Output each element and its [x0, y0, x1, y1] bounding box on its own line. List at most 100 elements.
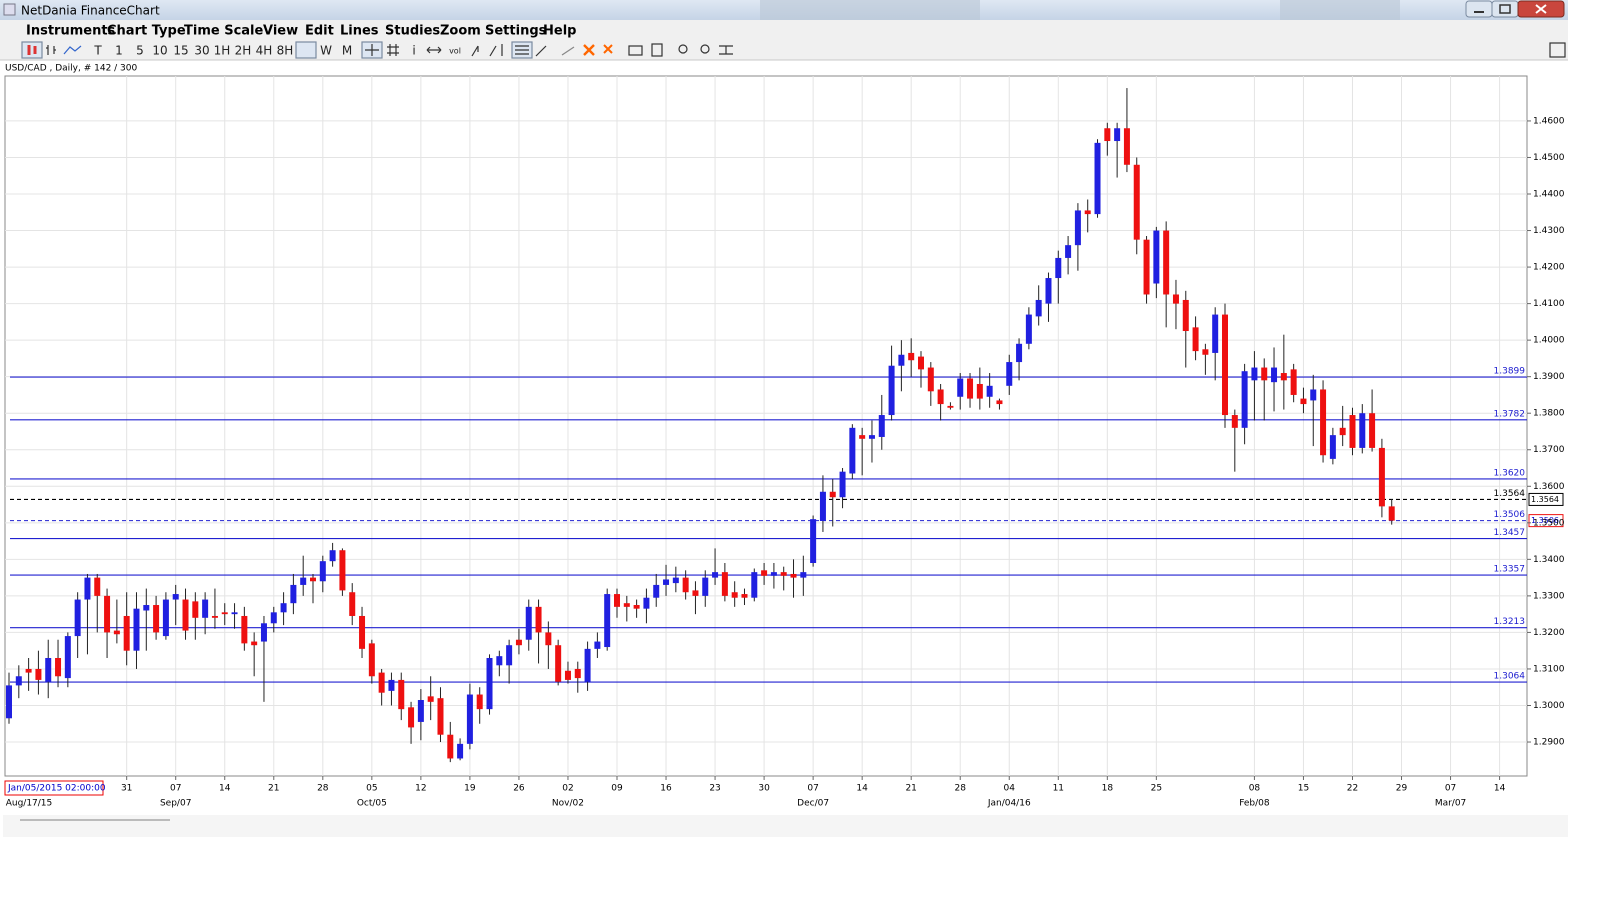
- toolbar-button[interactable]: i: [412, 44, 415, 58]
- candle-body: [280, 603, 287, 613]
- zoom-out-icon[interactable]: [700, 44, 710, 54]
- y-tick-label: 1.4200: [1533, 263, 1565, 273]
- toolbar-button[interactable]: 5: [136, 44, 144, 58]
- price-box-label: 1.3564: [1531, 495, 1559, 504]
- x-tick-label: 30: [758, 784, 770, 794]
- maximize-button[interactable]: [1491, 0, 1519, 18]
- menu-item[interactable]: Chart Type: [107, 24, 186, 39]
- candle-body: [202, 599, 209, 618]
- candle-body: [1280, 373, 1287, 381]
- crosshair-icon: [365, 44, 379, 56]
- trend-icons[interactable]: [471, 44, 503, 57]
- menu-item[interactable]: Edit: [305, 24, 334, 39]
- candle-body: [1349, 415, 1356, 448]
- candle-body: [1114, 128, 1121, 142]
- fit-icon[interactable]: [719, 45, 733, 55]
- candle-body: [378, 672, 385, 693]
- toolbar-button[interactable]: 15: [173, 44, 188, 58]
- line-icon[interactable]: [63, 45, 82, 55]
- zoom-in-icon[interactable]: [678, 44, 688, 54]
- menu-item[interactable]: Instruments: [26, 24, 116, 39]
- instrument-label: USD/CAD , Daily, # 142 / 300: [5, 64, 137, 74]
- x-tick-label: 16: [660, 784, 672, 794]
- candle-body: [408, 707, 415, 728]
- candle-body: [918, 356, 924, 370]
- y-tick-label: 1.3500: [1533, 518, 1565, 528]
- candle-body: [506, 645, 513, 666]
- toolbar-button[interactable]: 4H: [256, 44, 273, 58]
- y-tick-label: 1.4500: [1533, 153, 1565, 163]
- menu-item[interactable]: Time Scale: [184, 24, 264, 39]
- candle-body: [888, 365, 895, 416]
- candle-body: [682, 577, 689, 593]
- toolbar-button[interactable]: 1H: [214, 44, 231, 58]
- window-title: NetDania FinanceChart: [21, 4, 160, 18]
- scroll-icon[interactable]: [426, 46, 442, 54]
- y-tick-label: 1.4300: [1533, 226, 1565, 236]
- panel-icon[interactable]: [1549, 42, 1566, 58]
- bar-icon[interactable]: [46, 45, 56, 55]
- candle-body: [339, 550, 346, 591]
- x-major-label: Oct/05: [357, 799, 387, 809]
- level-label: 1.3213: [1494, 617, 1526, 627]
- candle-body: [1329, 435, 1336, 459]
- toolbar-button[interactable]: vol: [449, 47, 461, 56]
- menu-item[interactable]: View: [263, 24, 298, 39]
- level-label: 1.3357: [1494, 565, 1526, 575]
- arrow-icon[interactable]: [535, 45, 547, 57]
- menu-item[interactable]: Lines: [340, 24, 379, 39]
- candle-type-button[interactable]: [21, 41, 43, 59]
- level-label: 1.3564: [1494, 489, 1526, 499]
- toolbar-button[interactable]: 2H: [235, 44, 252, 58]
- candle-body: [937, 389, 944, 405]
- x-tick-label: 29: [1396, 784, 1408, 794]
- candle-body: [1339, 427, 1346, 436]
- x-major-label: Dec/07: [797, 799, 829, 809]
- maximize-icon: [1499, 4, 1511, 14]
- x-tick-label: 14: [219, 784, 231, 794]
- candle-body: [1055, 257, 1062, 279]
- toolbar-button[interactable]: W: [320, 44, 332, 58]
- y-tick-label: 1.3200: [1533, 628, 1565, 638]
- minimize-button[interactable]: [1465, 0, 1493, 18]
- level-lines: 1.38991.37821.36201.35641.35641.35061.35…: [10, 367, 1564, 683]
- draw-icon[interactable]: [561, 46, 575, 56]
- toolbar-button[interactable]: M: [342, 44, 352, 58]
- candle-body: [290, 584, 297, 604]
- toolbar-button[interactable]: 10: [152, 44, 167, 58]
- preview-icon[interactable]: [651, 43, 663, 57]
- candle-body: [663, 579, 670, 585]
- candle-body: [643, 597, 650, 609]
- y-tick-label: 1.3900: [1533, 372, 1565, 382]
- candle-body: [368, 643, 375, 677]
- candle-body: [770, 572, 777, 576]
- candle-body: [614, 594, 620, 607]
- menu-item[interactable]: Settings: [485, 24, 547, 39]
- candle-body: [1065, 245, 1072, 258]
- delete-all-icon[interactable]: [603, 44, 613, 54]
- candle-body: [839, 471, 846, 498]
- grid-icon[interactable]: [387, 44, 399, 56]
- candle-body: [898, 354, 905, 366]
- toolbar-button[interactable]: T: [93, 44, 102, 58]
- menu-item[interactable]: Zoom: [440, 24, 481, 39]
- candle-icon: [27, 45, 37, 55]
- toolbar-icons: [21, 41, 1566, 59]
- menu-item[interactable]: Help: [543, 24, 576, 39]
- candle-body: [908, 352, 915, 361]
- toolbar-button[interactable]: 30: [194, 44, 209, 58]
- toolbar-button[interactable]: 8H: [277, 44, 294, 58]
- level-label: 1.3457: [1494, 528, 1526, 538]
- candle-body: [1104, 128, 1111, 142]
- candle-body: [417, 700, 424, 722]
- candle-body: [172, 594, 179, 600]
- candle-body: [45, 657, 52, 682]
- candle-body: [741, 594, 748, 598]
- candle-body: [1182, 299, 1189, 332]
- level-label: 1.3064: [1494, 672, 1526, 682]
- delete-icon[interactable]: [583, 44, 595, 56]
- print-icon[interactable]: [628, 45, 643, 56]
- menu-item[interactable]: Studies: [385, 24, 440, 39]
- toolbar-button[interactable]: 1: [115, 44, 123, 58]
